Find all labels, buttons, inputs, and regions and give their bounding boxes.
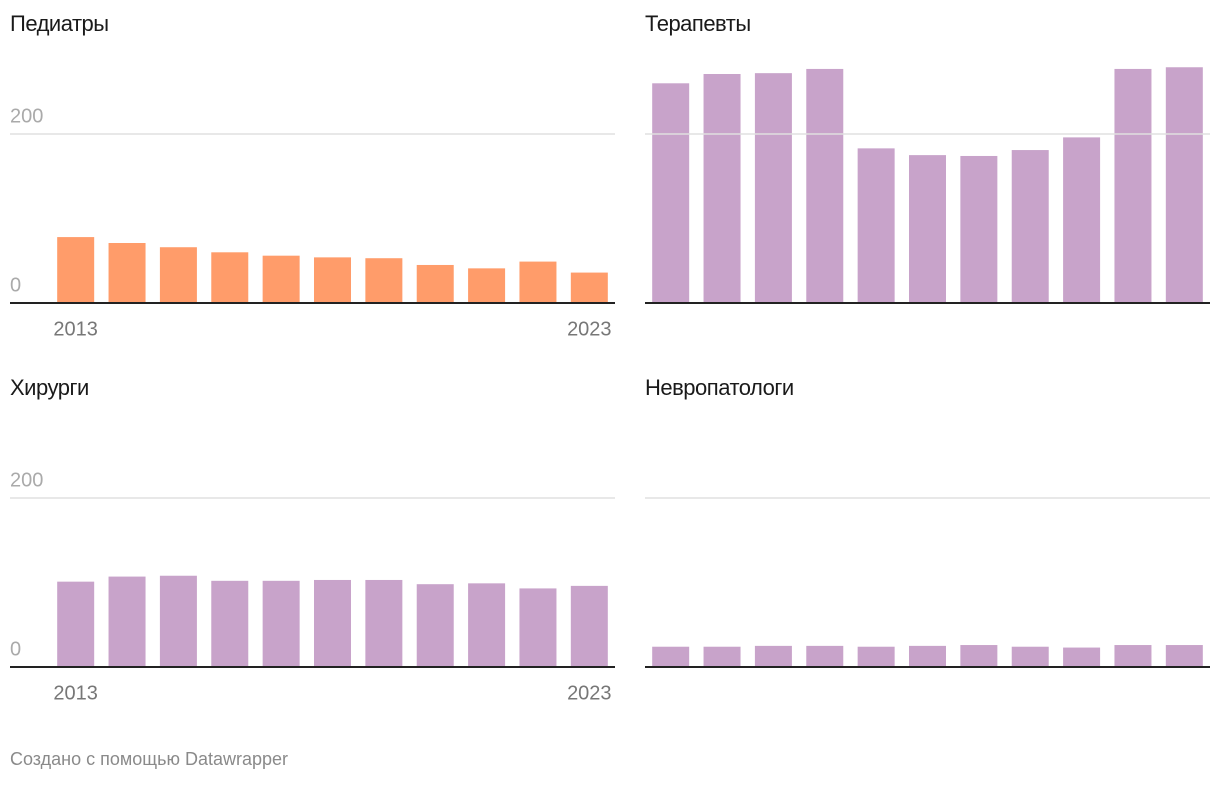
bar [365, 579, 403, 667]
panel-title: Терапевты [645, 11, 751, 36]
x-tick-label: 2013 [53, 682, 98, 704]
bar [703, 646, 741, 667]
bar [108, 576, 146, 667]
bar [960, 155, 998, 303]
bar [1165, 67, 1203, 304]
bar [806, 645, 844, 667]
bar [1063, 647, 1101, 667]
bar [1011, 150, 1049, 303]
bar [1011, 646, 1049, 667]
bar [909, 155, 946, 303]
bar [652, 646, 690, 667]
x-tick-label: 2023 [567, 682, 612, 704]
bar [519, 588, 557, 667]
panel-title: Хирурги [10, 375, 89, 400]
y-tick-label: 200 [10, 469, 43, 491]
bar [806, 68, 844, 303]
bar [159, 575, 197, 667]
bar [211, 252, 249, 303]
bar [754, 645, 792, 667]
footer: Создано с помощью Datawrapper [10, 749, 288, 769]
bar [570, 585, 608, 667]
bar [468, 268, 506, 303]
bar [108, 243, 146, 303]
bar [857, 646, 895, 667]
bar [57, 237, 95, 303]
bar [468, 583, 506, 667]
y-tick-label: 200 [10, 105, 43, 127]
bar [159, 247, 197, 303]
panel-title: Педиатры [10, 11, 109, 36]
bar [416, 264, 454, 303]
bar [960, 645, 998, 667]
bar [1165, 645, 1203, 667]
x-tick-label: 2023 [567, 318, 612, 340]
bar [262, 580, 300, 667]
bar [314, 257, 351, 303]
bar [1063, 137, 1101, 303]
bar [754, 73, 792, 303]
bar [1114, 645, 1152, 667]
panel-title: Невропатологи [645, 375, 794, 400]
bar [211, 580, 249, 667]
bar [416, 584, 454, 667]
bar [519, 261, 557, 303]
bar [57, 581, 95, 667]
bar [570, 272, 608, 303]
y-tick-label: 0 [10, 638, 21, 660]
bar [314, 579, 351, 667]
bar [857, 148, 895, 303]
bar [365, 258, 403, 303]
y-tick-label: 0 [10, 274, 21, 296]
bar [909, 645, 946, 667]
bar [652, 83, 690, 303]
bar [262, 255, 300, 303]
bar [1114, 68, 1152, 303]
x-tick-label: 2013 [53, 318, 98, 340]
bar [703, 74, 741, 303]
